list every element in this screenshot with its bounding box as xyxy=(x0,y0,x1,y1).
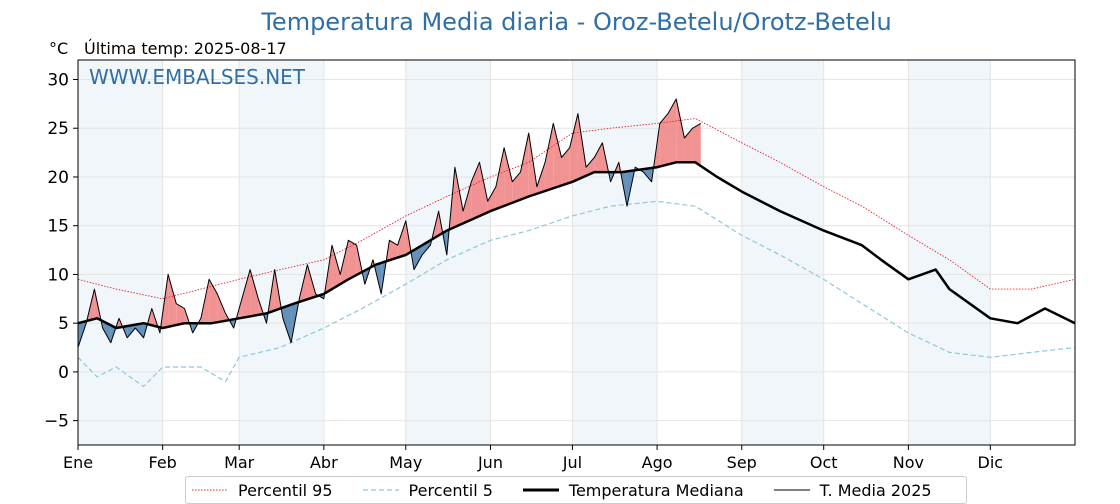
x-tick-label: Oct xyxy=(810,453,838,472)
x-tick-label: Jun xyxy=(477,453,503,472)
y-tick-label: 5 xyxy=(58,314,69,334)
anomaly-fill xyxy=(594,142,603,173)
anomaly-fill xyxy=(676,98,685,163)
series-temperatura-mediana xyxy=(77,161,1076,330)
y-tick-label: 15 xyxy=(47,217,69,237)
anomaly-fill xyxy=(684,128,693,163)
y-tick-label: 10 xyxy=(47,265,69,285)
y-tick-label: −5 xyxy=(44,412,69,432)
x-tick-label: Abr xyxy=(310,453,338,472)
plot-frame xyxy=(77,59,1076,446)
x-tick-label: Nov xyxy=(893,453,924,472)
x-tick-label: Feb xyxy=(149,453,177,472)
x-tick-label: Jul xyxy=(562,453,582,472)
anomaly-fill xyxy=(561,147,570,186)
legend-item-current: T. Media 2025 xyxy=(773,480,932,500)
anomaly-fill xyxy=(479,162,488,216)
chart-title: Temperatura Media diaria - Oroz-Betelu/O… xyxy=(261,8,892,36)
x-tick-label: Mar xyxy=(224,453,255,472)
legend-item-p95: Percentil 95 xyxy=(192,481,333,500)
anomaly-fill xyxy=(692,123,701,166)
month-band-nov xyxy=(908,60,991,445)
anomaly-fill xyxy=(282,304,292,343)
anomaly-fill xyxy=(241,269,251,318)
anomaly-fill xyxy=(217,293,226,323)
legend-item-p5: Percentil 5 xyxy=(362,480,493,500)
legend-item-median: Temperatura Mediana xyxy=(522,480,744,500)
anomaly-fill xyxy=(569,113,578,183)
anomaly-fill xyxy=(348,240,357,280)
y-tick-label: 20 xyxy=(47,168,69,188)
legend-swatch-p95 xyxy=(192,489,228,491)
anomaly-fill xyxy=(413,245,423,270)
legend-label-current: T. Media 2025 xyxy=(819,480,932,500)
anomaly-fill xyxy=(176,303,185,325)
anomaly-fill xyxy=(643,167,652,182)
anomaly-fill xyxy=(397,220,406,258)
y-tick-label: 30 xyxy=(47,70,69,90)
last-temp-label: Última temp: 2025-08-17 xyxy=(84,39,287,58)
legend-swatch-current xyxy=(773,489,810,491)
month-band-ene xyxy=(78,60,163,445)
anomaly-fill xyxy=(340,240,349,285)
anomaly-fill xyxy=(127,324,136,338)
series-percentil-5 xyxy=(77,200,1076,388)
anomaly-fill xyxy=(102,321,111,343)
x-tick-label: Ene xyxy=(63,453,93,472)
anomaly-fill xyxy=(586,157,595,176)
y-tick-label: 0 xyxy=(58,363,69,383)
x-tick-label: Dic xyxy=(978,453,1004,472)
legend-swatch-median xyxy=(522,488,559,492)
anomaly-fill xyxy=(520,133,529,200)
series-percentil-95 xyxy=(77,118,1076,300)
watermark: WWW.EMBALSES.NET xyxy=(89,65,306,89)
anomaly-fill xyxy=(454,167,464,227)
month-band-jul xyxy=(572,60,658,445)
series-t-media-2025 xyxy=(77,98,702,348)
anomaly-fill xyxy=(250,269,259,317)
anomaly-fill xyxy=(168,274,177,327)
legend-label-p5: Percentil 5 xyxy=(408,480,493,500)
anomaly-fill xyxy=(471,162,480,220)
anomaly-fill xyxy=(536,162,546,194)
x-tick-label: Sep xyxy=(727,453,757,472)
temperature-chart: −5 0 5 10 15 20 25 30 Ene Feb Mar Abr May Jun Jul Ago Se… xyxy=(44,59,1076,472)
anomaly-fill xyxy=(135,323,144,338)
anomaly-fill xyxy=(545,123,554,191)
anomaly-fill xyxy=(463,181,472,224)
anomaly-fill xyxy=(422,240,431,255)
anomaly-fill xyxy=(668,98,677,165)
legend-label-median: Temperatura Mediana xyxy=(568,480,744,500)
y-tick-label: 25 xyxy=(47,119,69,139)
anomaly-fill xyxy=(553,123,562,189)
legend-swatch-p5 xyxy=(362,489,399,491)
anomaly-fill xyxy=(504,147,513,206)
anomaly-fill xyxy=(332,245,341,290)
month-band-mar xyxy=(239,60,324,445)
x-tick-label: Ago xyxy=(642,453,673,472)
anomaly-fill xyxy=(495,147,505,209)
anomaly-fill xyxy=(487,186,496,213)
anomaly-fill xyxy=(659,113,669,167)
y-unit-label: °C xyxy=(49,39,69,58)
month-band-sep xyxy=(741,60,824,445)
legend-label-p95: Percentil 95 xyxy=(238,480,333,500)
x-tick-label: May xyxy=(389,453,422,472)
anomaly-fill xyxy=(389,240,398,261)
